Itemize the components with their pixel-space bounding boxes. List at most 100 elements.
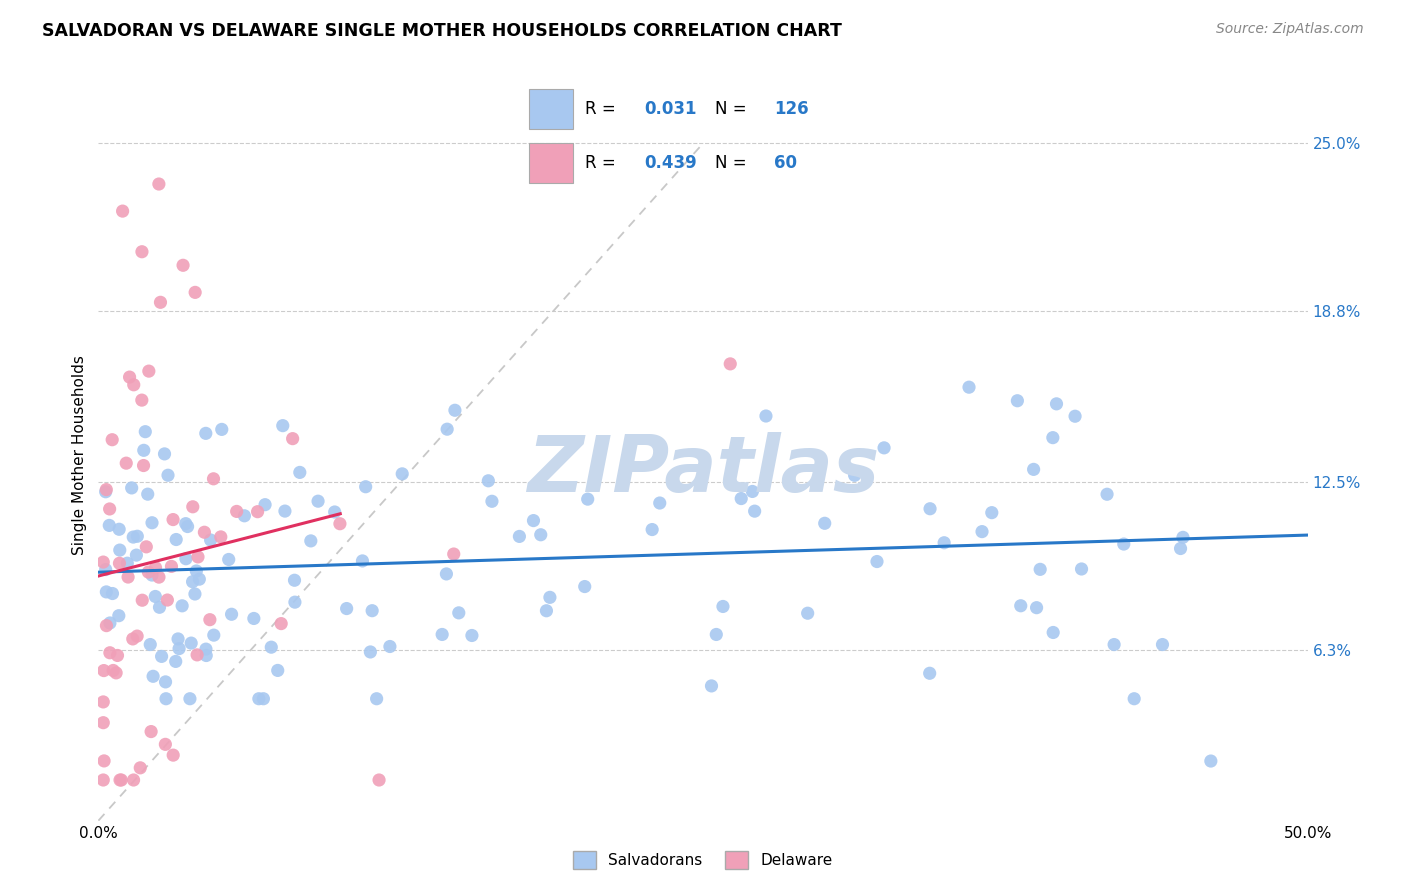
Point: [139, 638, 162, 652]
Point: [530, 528, 553, 542]
Point: [96, 585, 118, 599]
Point: [108, 608, 131, 623]
Point: [284, 595, 307, 609]
Point: [700, 679, 723, 693]
Point: [122, 530, 145, 544]
Point: [536, 604, 558, 618]
Point: [443, 547, 465, 561]
FancyBboxPatch shape: [530, 89, 572, 129]
Point: [796, 606, 818, 620]
Point: [1045, 397, 1067, 411]
Point: [970, 524, 993, 539]
Point: [1170, 541, 1192, 556]
Point: [260, 640, 283, 655]
Point: [138, 364, 160, 378]
Point: [254, 498, 277, 512]
Point: [101, 586, 124, 600]
Point: [508, 529, 530, 543]
Point: [391, 467, 413, 481]
Point: [359, 645, 381, 659]
Point: [270, 616, 292, 631]
Point: [135, 540, 157, 554]
Point: [148, 177, 170, 191]
Point: [93, 664, 115, 678]
Point: [202, 628, 225, 642]
Point: [91, 715, 114, 730]
Point: [271, 418, 294, 433]
Point: [225, 504, 247, 518]
Point: [447, 606, 470, 620]
Text: 60: 60: [773, 153, 797, 172]
Point: [162, 748, 184, 763]
Point: [105, 665, 128, 680]
Point: [361, 604, 384, 618]
Point: [174, 551, 197, 566]
Point: [108, 556, 131, 570]
Point: [91, 555, 114, 569]
Point: [1112, 537, 1135, 551]
Point: [134, 425, 156, 439]
Point: [121, 632, 143, 646]
Point: [145, 560, 167, 574]
Point: [139, 724, 162, 739]
Point: [934, 535, 956, 549]
Text: SALVADORAN VS DELAWARE SINGLE MOTHER HOUSEHOLDS CORRELATION CHART: SALVADORAN VS DELAWARE SINGLE MOTHER HOU…: [42, 22, 842, 40]
Point: [1042, 431, 1064, 445]
Text: 0.031: 0.031: [644, 100, 696, 119]
Point: [1171, 530, 1194, 544]
Point: [1070, 562, 1092, 576]
Y-axis label: Single Mother Households: Single Mother Households: [72, 355, 87, 555]
Point: [957, 380, 980, 394]
Point: [866, 555, 889, 569]
Point: [194, 642, 217, 657]
Text: 126: 126: [773, 100, 808, 119]
Point: [718, 357, 741, 371]
Point: [200, 533, 222, 547]
Point: [122, 772, 145, 787]
Point: [117, 570, 139, 584]
Point: [155, 674, 177, 689]
Point: [184, 285, 207, 300]
Point: [156, 593, 179, 607]
Point: [193, 525, 215, 540]
Point: [274, 504, 297, 518]
Point: [94, 484, 117, 499]
Point: [93, 754, 115, 768]
Point: [110, 772, 132, 787]
Point: [117, 556, 139, 570]
Text: N =: N =: [716, 100, 752, 119]
Point: [574, 580, 596, 594]
Point: [211, 422, 233, 436]
Point: [918, 666, 941, 681]
Point: [136, 487, 159, 501]
Text: ZIPatlas: ZIPatlas: [527, 432, 879, 508]
Point: [108, 522, 131, 536]
Point: [1123, 691, 1146, 706]
Point: [1095, 487, 1118, 501]
Point: [131, 593, 153, 607]
Point: [1199, 754, 1222, 768]
Point: [156, 468, 179, 483]
Point: [115, 456, 138, 470]
Point: [323, 505, 346, 519]
Point: [281, 432, 304, 446]
Point: [188, 572, 211, 586]
Point: [221, 607, 243, 622]
Point: [522, 514, 544, 528]
Point: [1022, 462, 1045, 476]
Point: [141, 568, 163, 582]
Point: [198, 613, 221, 627]
Point: [233, 508, 256, 523]
Point: [131, 393, 153, 408]
Point: [153, 447, 176, 461]
Point: [1025, 600, 1047, 615]
Point: [132, 458, 155, 473]
Point: [98, 502, 121, 516]
Point: [246, 505, 269, 519]
Point: [1042, 625, 1064, 640]
Point: [121, 481, 143, 495]
Point: [436, 422, 458, 436]
Point: [91, 772, 114, 787]
Point: [142, 669, 165, 683]
Point: [129, 761, 152, 775]
